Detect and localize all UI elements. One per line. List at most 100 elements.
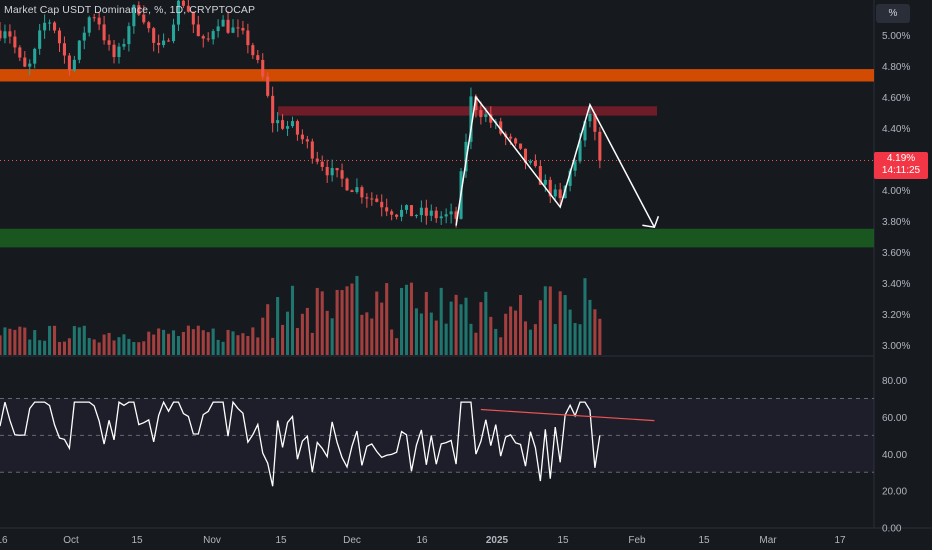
candle-body: [588, 113, 592, 122]
volume-bar: [261, 317, 265, 355]
volume-bar: [33, 330, 37, 355]
candle-body: [484, 114, 488, 118]
time-axis-tick: 15: [557, 535, 569, 546]
volume-bar: [320, 291, 324, 355]
candle-body: [320, 161, 324, 167]
volume-bar: [484, 291, 488, 355]
volume-bar: [0, 335, 2, 355]
candle-body: [335, 168, 339, 171]
price-axis-tick: 3.40%: [882, 279, 910, 290]
candle-body: [295, 121, 299, 135]
candle-body: [251, 45, 255, 56]
candle-body: [142, 14, 146, 23]
candle-body: [67, 55, 71, 71]
volume-bar: [221, 341, 225, 355]
volume-bar: [122, 334, 126, 355]
candle-body: [414, 215, 418, 217]
percent-scale-toggle[interactable]: %: [876, 4, 910, 23]
candle-body: [514, 138, 518, 144]
volume-bar: [191, 329, 195, 355]
zone-double-top: [278, 106, 657, 116]
candle-body: [434, 210, 438, 219]
candle-body: [186, 5, 190, 12]
candle-body: [355, 187, 359, 193]
candle-body: [578, 140, 582, 162]
candle-body: [543, 179, 547, 185]
volume-bar: [107, 332, 111, 355]
candle-body: [281, 120, 285, 129]
candle-body: [72, 59, 76, 71]
rsi-axis-tick: 0.00: [882, 524, 902, 535]
price-axis-tick: 3.00%: [882, 341, 910, 352]
volume-bar: [424, 292, 428, 355]
volume-bar: [97, 342, 101, 355]
time-axis-tick: Oct: [63, 535, 79, 546]
candle-body: [87, 17, 91, 33]
candle-body: [97, 17, 101, 25]
volume-bar: [400, 287, 404, 355]
volume-bar: [167, 333, 171, 355]
volume-bar: [285, 311, 290, 355]
candle-body: [241, 28, 245, 31]
price-axis-tick: 5.00%: [882, 31, 910, 42]
volume-bar: [578, 324, 582, 355]
candle-body: [246, 30, 250, 46]
volume-bar: [231, 331, 235, 355]
candle-body: [350, 190, 354, 193]
candle-body: [533, 160, 537, 167]
volume-bar: [67, 338, 71, 355]
volume-bar: [147, 331, 151, 355]
volume-bar: [186, 325, 190, 355]
candle-body: [77, 40, 81, 60]
volume-bar: [459, 304, 463, 355]
time-axis-tick: 15: [131, 535, 143, 546]
candle-body: [62, 43, 66, 56]
volume-bar: [518, 294, 523, 355]
candle-body: [201, 36, 205, 39]
volume-bar: [598, 318, 602, 355]
candle-body: [122, 44, 126, 47]
volume-bar: [419, 313, 423, 355]
candle-body: [176, 0, 181, 25]
rsi-axis-tick: 20.00: [882, 487, 907, 498]
volume-bar: [132, 342, 136, 355]
volume-bar: [523, 321, 528, 355]
volume-bar: [588, 299, 592, 355]
candle-body: [489, 114, 493, 123]
volume-bar: [38, 340, 42, 355]
last-price-tag: 4.19% 14:11:25: [874, 152, 928, 179]
time-axis-tick: 17: [834, 535, 846, 546]
volume-bar: [355, 275, 359, 355]
price-axis-tick: 4.80%: [882, 62, 910, 73]
volume-bar: [48, 325, 52, 355]
candle-body: [424, 207, 428, 216]
volume-bar: [479, 302, 483, 355]
volume-bar: [256, 337, 260, 355]
volume-bar: [543, 286, 547, 355]
candle-body: [568, 170, 572, 186]
volume-bar: [489, 316, 493, 355]
volume-bar: [509, 306, 513, 355]
volume-bar: [464, 297, 468, 355]
candle-body: [33, 48, 37, 64]
volume-bar: [117, 337, 121, 355]
volume-bar: [573, 323, 577, 355]
volume-bar: [345, 286, 349, 355]
pattern-arrowhead: [642, 215, 660, 229]
volume-bar: [375, 291, 379, 355]
candle-body: [276, 120, 280, 124]
volume-bar: [157, 328, 161, 355]
volume-bar: [142, 341, 146, 355]
rsi-axis-tick: 60.00: [882, 413, 907, 424]
candle-body: [509, 136, 513, 139]
candle-body: [167, 40, 171, 42]
candle-body: [48, 22, 52, 24]
candle-body: [132, 5, 136, 27]
volume-bar: [181, 331, 185, 355]
volume-bar: [494, 328, 498, 355]
volume-bar: [28, 339, 32, 355]
volume-bar: [350, 283, 354, 355]
rsi-divergence-line: [480, 408, 655, 422]
candle-body: [271, 95, 275, 124]
